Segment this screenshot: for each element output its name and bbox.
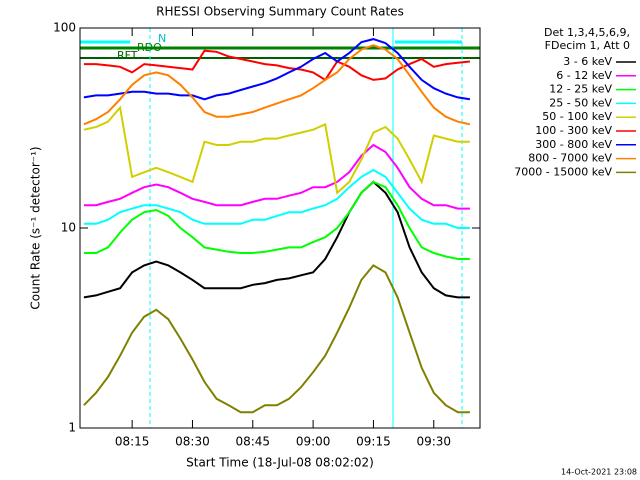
x-tick-label: 08:45: [235, 435, 270, 449]
series-line: [83, 143, 470, 210]
series-line: [83, 38, 471, 101]
legend-label: 3 - 6 keV: [563, 55, 612, 68]
y-tick-label: 1: [68, 421, 76, 435]
flag-label: RDO: [137, 41, 162, 54]
legend-label: 6 - 12 keV: [556, 69, 612, 82]
plot-area: [80, 28, 480, 428]
series-line: [83, 180, 470, 260]
y-axis-label: Count Rate (s⁻¹ detector⁻¹): [29, 146, 43, 309]
chart-title: RHESSI Observing Summary Count Rates: [156, 5, 404, 19]
x-tick-label: 08:15: [115, 435, 150, 449]
x-tick-label: 09:00: [296, 435, 331, 449]
series-line: [83, 44, 471, 126]
flag-label: N: [158, 32, 166, 45]
x-tick-label: 09:30: [416, 435, 451, 449]
legend-header: Det 1,3,4,5,6,9,: [544, 26, 630, 39]
series-line: [83, 49, 471, 82]
legend-label: 300 - 800 keV: [535, 138, 612, 151]
legend-label: 25 - 50 keV: [549, 96, 612, 109]
legend-label: 100 - 300 keV: [535, 124, 612, 137]
legend-label: 800 - 7000 keV: [528, 152, 612, 165]
series-line: [83, 105, 470, 195]
legend-label: 50 - 100 keV: [542, 110, 612, 123]
series-line: [83, 168, 470, 229]
x-tick-label: 09:15: [356, 435, 391, 449]
legend-label: 12 - 25 keV: [549, 83, 612, 96]
series-line: [83, 264, 470, 414]
x-axis-label: Start Time (18-Jul-08 08:02:02): [186, 456, 374, 470]
footer: 14-Oct-2021 23:08: [561, 468, 637, 477]
legend-header: FDecim 1, Att 0: [545, 39, 630, 52]
y-tick-label: 10: [61, 221, 76, 235]
x-tick-label: 08:30: [175, 435, 210, 449]
series-line: [83, 180, 470, 299]
legend-label: 7000 - 15000 keV: [514, 165, 612, 178]
flag-label: RFT: [117, 49, 138, 62]
y-tick-label: 100: [53, 21, 76, 35]
